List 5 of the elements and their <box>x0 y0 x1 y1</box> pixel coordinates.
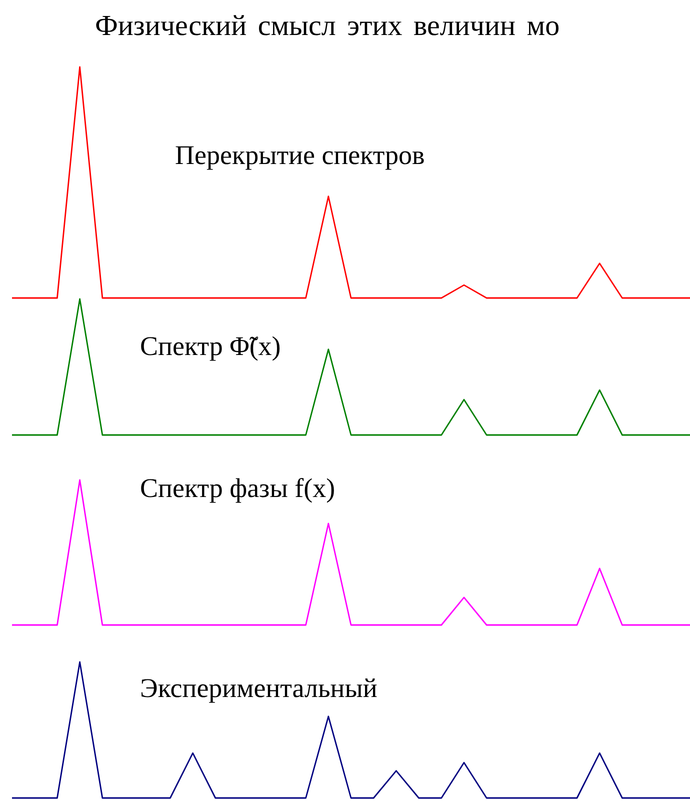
text: Физический смысл этих величин мо <box>95 10 560 43</box>
text: Перекрытие спектров <box>175 140 425 171</box>
chart-title: Экспериментальный <box>140 673 378 704</box>
chart-title: Спектр фазы f(x) <box>140 473 336 504</box>
text: Спектр Φ̃(x) <box>140 331 281 362</box>
